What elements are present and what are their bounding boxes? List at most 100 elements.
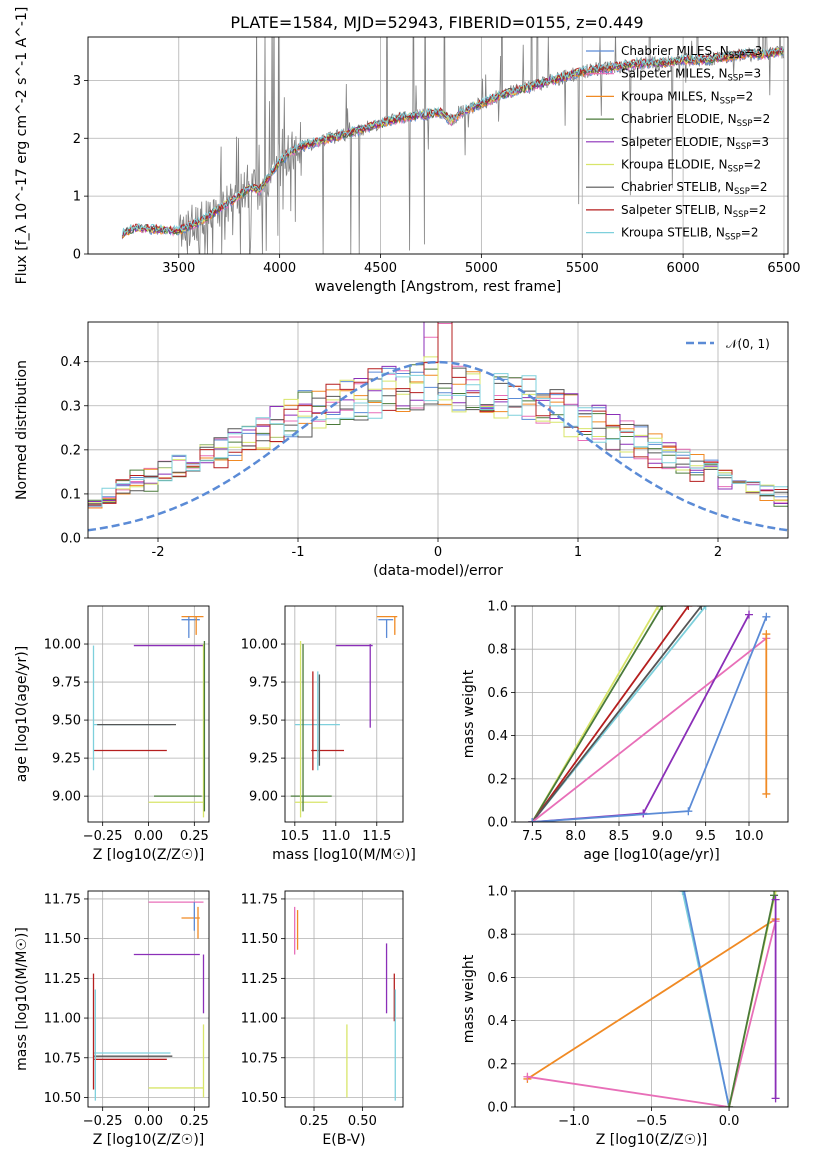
y-tick-label: 0.2 (487, 772, 508, 787)
x-tick-label: −0.5 (636, 1114, 668, 1129)
x-tick-label: 0.25 (180, 1114, 209, 1129)
x-axis-label: Z [log10(Z/Z☉)] (596, 1132, 708, 1148)
axes-frame (284, 890, 404, 1108)
y-tick-label: 1.0 (487, 885, 508, 900)
plot-area (528, 606, 771, 822)
panel-mass-vs-EBV: 0.25 0.50 10.50 10.75 11.00 11.25 11.50 11.75 E(… (241, 890, 404, 1148)
y-tick-label: 2 (73, 132, 81, 147)
mass-weight-line (527, 920, 777, 1107)
axes-frame (284, 605, 404, 823)
x-axis-label: Z [log10(Z/Z☉)] (93, 1132, 205, 1148)
y-tick-label: 9.50 (249, 714, 278, 729)
plus-marker (654, 606, 662, 610)
histogram-series (88, 367, 788, 505)
panel-age-vs-mass: 10.5 11.0 11.5 9.00 9.25 9.50 9.75 10.00 mass [l… (241, 605, 416, 863)
axes-frame (87, 36, 789, 255)
plus-marker (762, 612, 771, 621)
x-tick-label: 0.00 (134, 829, 163, 844)
y-tick-label: 1.0 (487, 600, 508, 615)
y-tick-label: 9.50 (52, 714, 81, 729)
y-tick-label: 10.00 (241, 638, 278, 653)
plus-marker (684, 807, 693, 816)
x-tick-label: -1 (292, 545, 305, 560)
x-tick-label: 0.50 (348, 1114, 377, 1129)
x-tick-label: 0.25 (180, 829, 209, 844)
y-tick-label: 10.75 (44, 1051, 81, 1066)
plot-area (121, 37, 785, 254)
plus-marker (523, 1072, 532, 1081)
x-tick-label: −0.25 (83, 829, 123, 844)
y-tick-label: 0.4 (487, 1014, 508, 1029)
y-tick-label: 11.50 (241, 932, 278, 947)
mass-weight-line (531, 606, 703, 822)
y-tick-label: 1 (73, 190, 81, 205)
x-tick-label: 4000 (263, 261, 296, 276)
panel-spectrum: 3500 4000 4500 5000 5500 6000 6500 0 1 2 3 waveleng… (14, 7, 801, 295)
y-tick-label: 11.00 (241, 1012, 278, 1027)
y-tick-label: 0.3 (60, 399, 81, 414)
mass-weight-line (683, 891, 730, 1107)
histogram-series (88, 356, 788, 504)
y-tick-label: 0.0 (60, 532, 81, 547)
y-tick-label: 0.0 (487, 816, 508, 831)
mass-weight-line (531, 637, 767, 822)
axes-frame (514, 605, 789, 823)
x-tick-label: 8.0 (565, 829, 586, 844)
legend-entry: Kroupa STELIB, NSSP=2 (621, 226, 759, 243)
legend-entry: Chabrier STELIB, NSSP=2 (621, 180, 768, 197)
x-tick-label: 0.0 (719, 1114, 740, 1129)
x-tick-label: 7.5 (522, 829, 543, 844)
legend-entry: Salpeter MILES, NSSP=3 (621, 67, 761, 84)
axes-frame (87, 890, 210, 1108)
x-tick-label: 6000 (667, 261, 700, 276)
panel-massweight-vs-Z: −1.0 −0.5 0.0 0.0 0.2 0.4 0.6 0.8 1.0 Z [log10(Z/… (461, 885, 789, 1148)
x-tick-label: 10.5 (280, 829, 309, 844)
model-spectrum-line (121, 47, 784, 236)
x-tick-label: 10.0 (735, 829, 764, 844)
plus-marker (528, 818, 537, 822)
y-tick-label: 3 (73, 74, 81, 89)
y-tick-label: 9.25 (249, 752, 278, 767)
plus-marker (697, 606, 706, 610)
plus-marker (762, 789, 771, 798)
axes-frame (514, 890, 789, 1108)
y-tick-label: 0 (73, 248, 81, 263)
x-tick-label: 5000 (465, 261, 498, 276)
y-axis-label: mass weight (461, 669, 477, 758)
mass-weight-line (531, 606, 664, 822)
x-tick-label: 0 (434, 545, 442, 560)
y-tick-label: 11.25 (44, 972, 81, 987)
legend-entry: 𝒩(0, 1) (726, 337, 770, 351)
y-tick-label: 10.75 (241, 1051, 278, 1066)
x-tick-label: 0.25 (300, 1114, 329, 1129)
plus-marker (770, 891, 779, 900)
y-tick-label: 9.00 (249, 790, 278, 805)
y-tick-label: 0.2 (487, 1057, 508, 1072)
x-tick-label: -2 (152, 545, 165, 560)
legend-entry: Salpeter STELIB, NSSP=2 (621, 203, 766, 220)
mass-weight-line (526, 918, 777, 1080)
histogram-series (88, 372, 788, 507)
y-tick-label: 0.6 (487, 686, 508, 701)
plus-marker (701, 606, 710, 610)
y-tick-label: 11.75 (241, 892, 278, 907)
x-tick-label: 5500 (566, 261, 599, 276)
panel-mass-vs-Z: −0.25 0.00 0.25 10.50 10.75 11.00 11.25 11.50 11… (14, 890, 210, 1148)
panels: 3500 4000 4500 5000 5500 6000 6500 0 1 2 3 waveleng… (14, 7, 801, 1148)
histogram-series (88, 322, 788, 506)
x-tick-label: 0.00 (134, 1114, 163, 1129)
plus-marker (771, 891, 780, 895)
x-axis-label: (data-model)/error (373, 563, 503, 579)
y-axis-label: mass weight (461, 954, 477, 1043)
plus-marker (680, 891, 689, 895)
x-tick-label: −0.25 (83, 1114, 123, 1129)
figure-title: PLATE=1584, MJD=52943, FIBERID=0155, z=0… (230, 13, 643, 32)
y-tick-label: 0.1 (60, 487, 81, 502)
mass-weight-line (531, 606, 690, 822)
y-tick-label: 11.75 (44, 892, 81, 907)
y-tick-label: 10.00 (44, 638, 81, 653)
plot-area (523, 891, 780, 1107)
x-tick-label: −1.0 (558, 1114, 590, 1129)
x-tick-label: 9.5 (695, 829, 716, 844)
x-axis-label: Z [log10(Z/Z☉)] (93, 847, 205, 863)
